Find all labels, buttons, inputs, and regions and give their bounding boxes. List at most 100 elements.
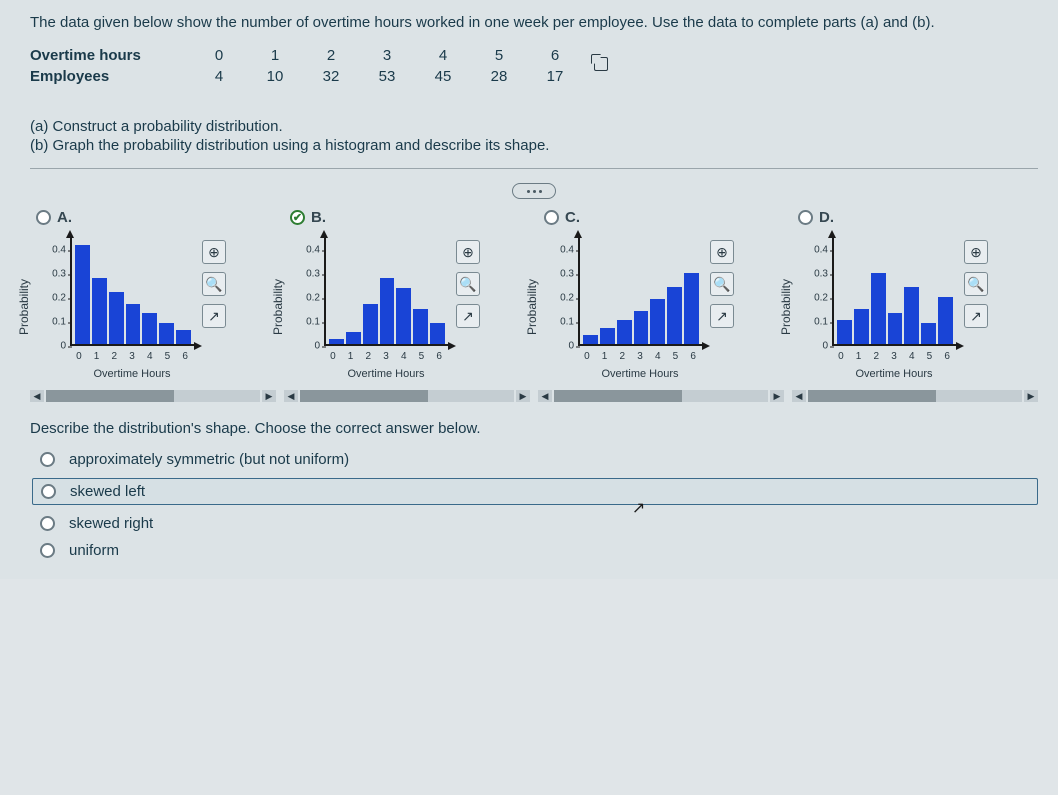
copy-icon[interactable]	[594, 57, 608, 71]
scroll-left-icon[interactable]: ◀	[30, 390, 44, 402]
answer-text: skewed left	[70, 483, 145, 500]
y-axis-label: Probability	[525, 279, 539, 335]
histogram-choice: B. Probability00.10.20.30.40123456Overtim…	[284, 209, 530, 402]
histogram-choice: C.Probability00.10.20.30.40123456Overtim…	[538, 209, 784, 402]
answer-radio[interactable]	[41, 484, 56, 499]
popout-icon[interactable]: ↗	[964, 304, 988, 328]
y-tick: 0.1	[560, 317, 574, 328]
x-tick: 0	[832, 351, 850, 362]
bar	[904, 287, 919, 344]
bar	[600, 328, 615, 344]
x-tick: 5	[667, 351, 685, 362]
x-tick: 6	[684, 351, 702, 362]
answer-radio[interactable]	[40, 452, 55, 467]
answer-radio[interactable]	[40, 543, 55, 558]
y-tick: 0.1	[814, 317, 828, 328]
scroll-thumb[interactable]	[46, 390, 174, 402]
y-tick: 0.1	[306, 317, 320, 328]
zoom-in-icon[interactable]: ⊕	[710, 240, 734, 264]
table-cell: 5	[480, 45, 536, 66]
zoom-in-icon[interactable]: ⊕	[456, 240, 480, 264]
answer-row[interactable]: skewed left	[32, 478, 1038, 505]
bar	[396, 288, 411, 344]
y-tick: 0.4	[560, 245, 574, 256]
zoom-out-icon[interactable]: 🔍	[456, 272, 480, 296]
zoom-out-icon[interactable]: 🔍	[710, 272, 734, 296]
answer-row[interactable]: skewed right	[40, 515, 1038, 532]
scroll-track[interactable]	[300, 390, 514, 402]
popout-icon[interactable]: ↗	[456, 304, 480, 328]
bar	[650, 299, 665, 344]
scroll-thumb[interactable]	[300, 390, 428, 402]
chart-scrollbar[interactable]: ◀▶	[792, 390, 1038, 402]
choice-radio[interactable]	[798, 210, 813, 225]
scroll-right-icon[interactable]: ▶	[1024, 390, 1038, 402]
y-tick: 0.4	[52, 245, 66, 256]
y-axis-label: Probability	[17, 279, 31, 335]
zoom-out-icon[interactable]: 🔍	[964, 272, 988, 296]
bar	[176, 330, 191, 344]
y-axis-label: Probability	[779, 279, 793, 335]
x-axis-label: Overtime Hours	[578, 368, 702, 380]
bar	[380, 278, 395, 344]
choice-letter: D.	[819, 209, 834, 226]
table-cell: 6	[536, 45, 592, 66]
bar	[142, 313, 157, 344]
x-tick: 4	[903, 351, 921, 362]
scroll-left-icon[interactable]: ◀	[538, 390, 552, 402]
table-cell: 32	[312, 66, 368, 87]
table-cell: 0	[200, 45, 256, 66]
x-tick: 2	[867, 351, 885, 362]
question-page: The data given below show the number of …	[0, 0, 1058, 579]
choice-radio[interactable]	[290, 210, 305, 225]
histogram-chart: Probability00.10.20.30.40123456Overtime …	[538, 232, 708, 382]
scroll-thumb[interactable]	[808, 390, 936, 402]
scroll-right-icon[interactable]: ▶	[262, 390, 276, 402]
histogram-chart: Probability00.10.20.30.40123456Overtime …	[284, 232, 454, 382]
answer-text: approximately symmetric (but not uniform…	[69, 451, 349, 468]
x-axis-label: Overtime Hours	[70, 368, 194, 380]
table-cell: 10	[256, 66, 312, 87]
bar	[363, 304, 378, 344]
bar	[92, 278, 107, 344]
y-tick: 0.3	[52, 269, 66, 280]
x-tick: 1	[342, 351, 360, 362]
table-cell: 1	[256, 45, 312, 66]
bar	[888, 313, 903, 344]
scroll-track[interactable]	[46, 390, 260, 402]
zoom-in-icon[interactable]: ⊕	[202, 240, 226, 264]
y-tick: 0	[568, 341, 574, 352]
table-cell: 45	[424, 66, 480, 87]
histogram-choices: A.Probability00.10.20.30.40123456Overtim…	[30, 209, 1038, 402]
y-tick: 0.2	[814, 293, 828, 304]
bar	[634, 311, 649, 344]
x-tick: 2	[105, 351, 123, 362]
choice-radio[interactable]	[36, 210, 51, 225]
scroll-track[interactable]	[554, 390, 768, 402]
table-cell: 17	[536, 66, 592, 87]
answer-radio[interactable]	[40, 516, 55, 531]
scroll-thumb[interactable]	[554, 390, 682, 402]
scroll-left-icon[interactable]: ◀	[792, 390, 806, 402]
choice-radio[interactable]	[544, 210, 559, 225]
zoom-in-icon[interactable]: ⊕	[964, 240, 988, 264]
chart-scrollbar[interactable]: ◀▶	[538, 390, 784, 402]
x-tick: 1	[88, 351, 106, 362]
scroll-track[interactable]	[808, 390, 1022, 402]
x-tick: 0	[578, 351, 596, 362]
chart-scrollbar[interactable]: ◀▶	[284, 390, 530, 402]
answer-row[interactable]: approximately symmetric (but not uniform…	[40, 451, 1038, 468]
chart-scrollbar[interactable]: ◀▶	[30, 390, 276, 402]
answer-text: uniform	[69, 542, 119, 559]
zoom-out-icon[interactable]: 🔍	[202, 272, 226, 296]
scroll-right-icon[interactable]: ▶	[770, 390, 784, 402]
scroll-right-icon[interactable]: ▶	[516, 390, 530, 402]
popout-icon[interactable]: ↗	[202, 304, 226, 328]
answer-row[interactable]: uniform	[40, 542, 1038, 559]
table-row-label: Employees	[30, 66, 200, 87]
choice-letter: B.	[311, 209, 326, 226]
popout-icon[interactable]: ↗	[710, 304, 734, 328]
scroll-left-icon[interactable]: ◀	[284, 390, 298, 402]
ellipsis-icon[interactable]	[512, 183, 556, 199]
y-tick: 0.2	[560, 293, 574, 304]
